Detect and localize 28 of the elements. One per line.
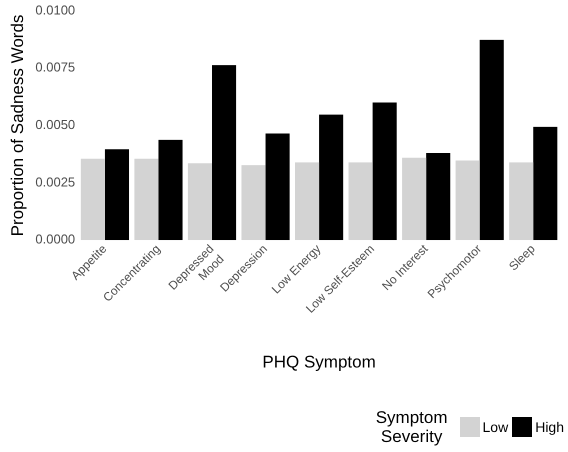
x-axis-title: PHQ Symptom (262, 352, 376, 372)
legend-label: Low (482, 419, 508, 435)
bar (212, 65, 236, 240)
bar (319, 114, 344, 240)
y-axis-title: Proportion of Sadness Words (8, 14, 27, 236)
bar (348, 162, 373, 240)
y-tick-label: 0.0050 (35, 117, 76, 132)
bar (372, 102, 397, 240)
y-tick-label: 0.0025 (35, 174, 76, 190)
bar (480, 40, 504, 240)
bar (509, 162, 534, 240)
legend-title: Symptom Severity (376, 408, 448, 446)
bar (533, 126, 558, 240)
bar (158, 140, 183, 240)
bar (426, 152, 450, 240)
y-tick-label: 0.0075 (35, 60, 76, 75)
y-tick-label: 0.0100 (35, 2, 76, 18)
bar (294, 162, 320, 240)
bar (266, 133, 290, 240)
legend-label: High (535, 419, 564, 435)
bar (134, 158, 158, 240)
bar (456, 160, 480, 240)
bar (402, 158, 426, 240)
bar (104, 149, 130, 240)
y-tick-label: 0.0000 (35, 232, 76, 247)
bar (80, 158, 105, 240)
bar (188, 163, 212, 240)
bar (241, 165, 266, 240)
